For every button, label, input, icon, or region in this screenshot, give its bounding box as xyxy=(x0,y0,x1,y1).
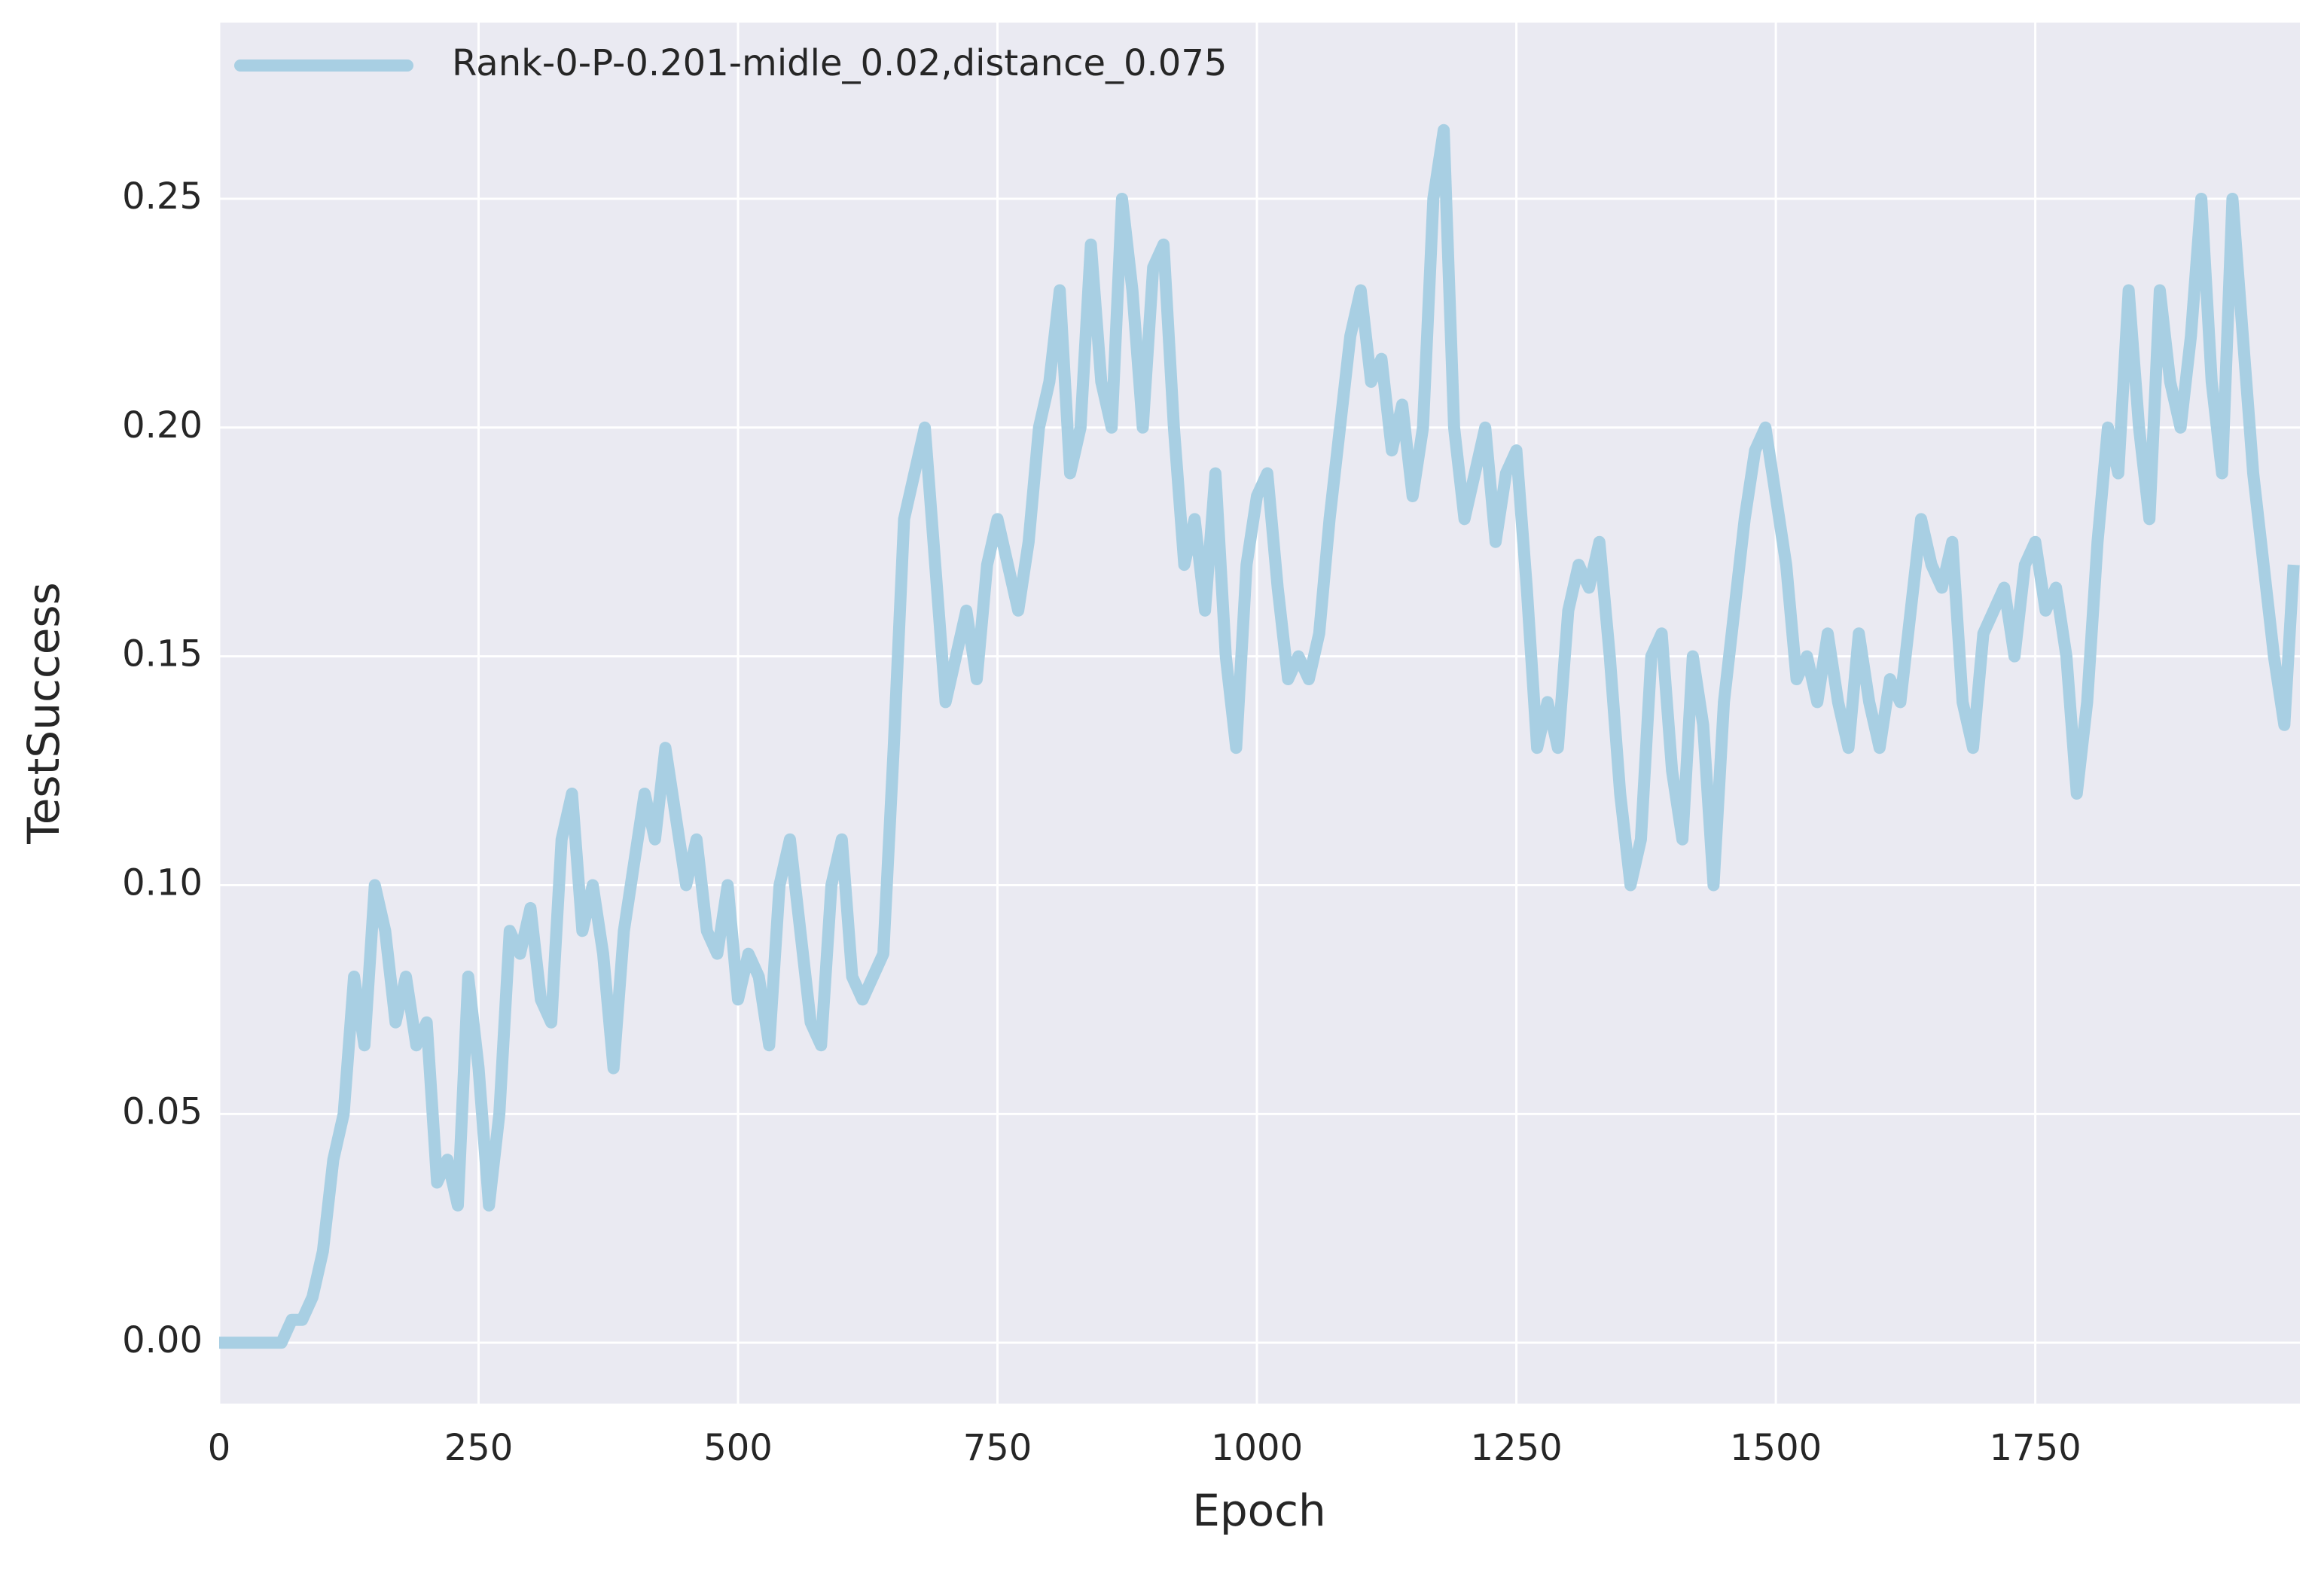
y-tick-label: 0.20 xyxy=(122,404,203,447)
plot-background xyxy=(219,23,2300,1404)
data-line xyxy=(219,123,2300,1349)
x-axis-label: Epoch xyxy=(1192,1485,1326,1536)
y-tick-label: 0.25 xyxy=(122,175,203,218)
x-tick-label: 250 xyxy=(444,1427,514,1469)
x-tick-label: 1250 xyxy=(1470,1427,1562,1469)
legend-label: Rank-0-P-0.201-midle_0.02,distance_0.075 xyxy=(452,42,1227,84)
x-tick-label: 1000 xyxy=(1211,1427,1303,1469)
y-tick-label: 0.10 xyxy=(122,861,203,904)
x-tick-label: 1500 xyxy=(1730,1427,1822,1469)
x-tick-label: 750 xyxy=(963,1427,1032,1469)
y-tick-label: 0.05 xyxy=(122,1090,203,1133)
y-tick-label: 0.15 xyxy=(122,633,203,675)
x-tick-label: 0 xyxy=(208,1427,231,1469)
y-tick-label: 0.00 xyxy=(122,1319,203,1361)
x-tick-label: 500 xyxy=(703,1427,773,1469)
y-axis-label: TestSuccess xyxy=(18,582,69,845)
x-tick-label: 1750 xyxy=(1990,1427,2082,1469)
